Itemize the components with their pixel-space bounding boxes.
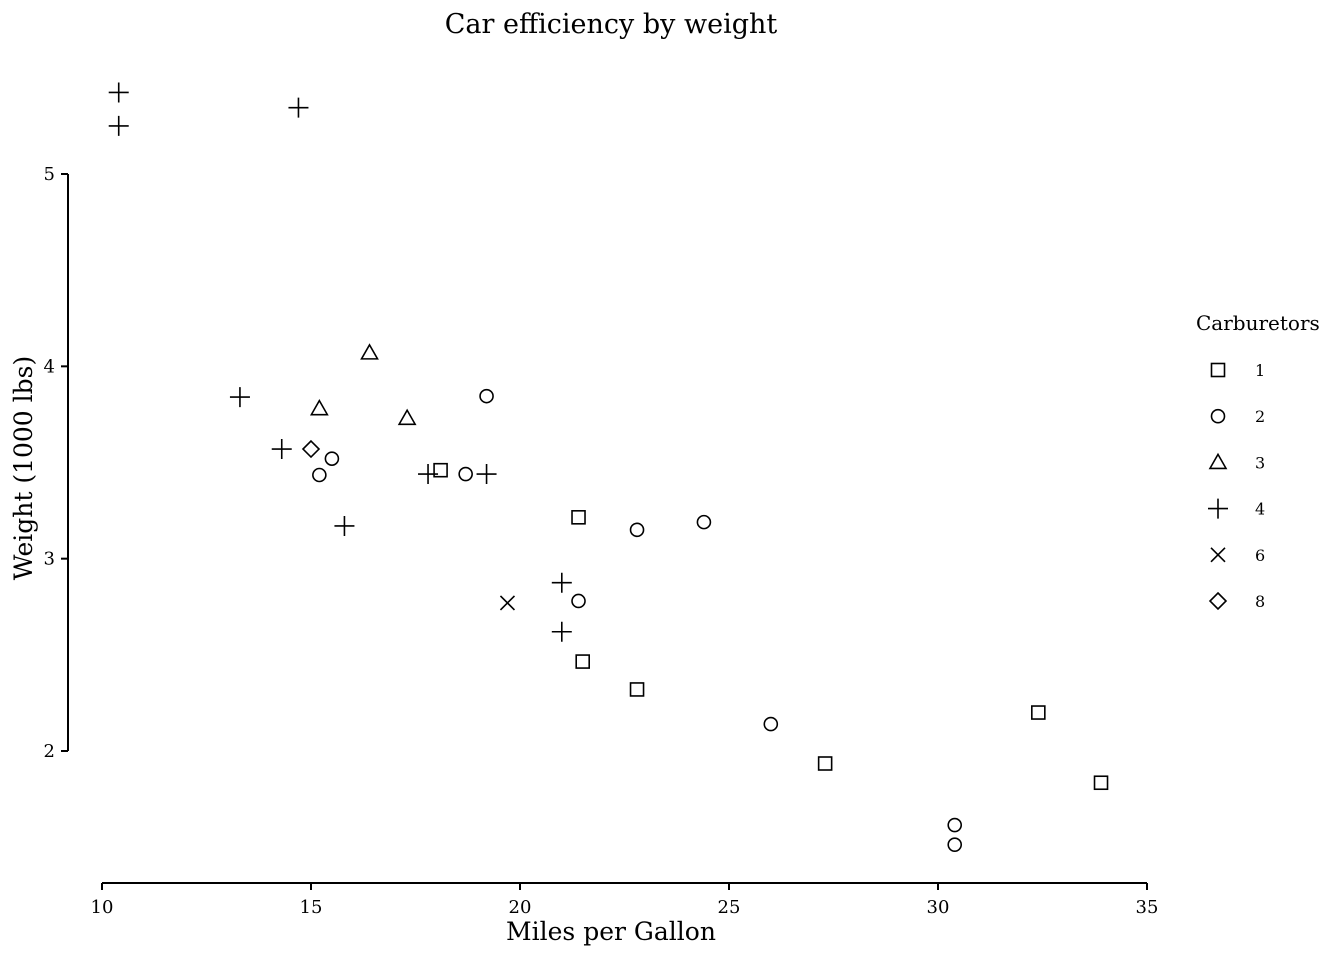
data-point xyxy=(360,343,379,360)
legend-cross-icon xyxy=(1210,547,1226,563)
data-point xyxy=(571,510,586,525)
data-point xyxy=(696,514,712,530)
legend-entries: 1 2 3 4 6 8 xyxy=(1208,361,1265,611)
axes: 10 15 20 25 30 35 2 3 4 5 xyxy=(44,164,1159,918)
x-tick-label: 20 xyxy=(509,897,532,918)
x-tick-label: 30 xyxy=(927,897,950,918)
legend: Carburetors 1 2 3 4 6 8 xyxy=(1196,311,1320,611)
x-tick-label: 15 xyxy=(300,897,323,918)
data-point xyxy=(476,464,497,485)
data-point xyxy=(397,408,417,426)
data-point xyxy=(271,439,292,460)
legend-diamond-icon xyxy=(1208,591,1228,611)
x-axis-label: Miles per Gallon xyxy=(506,917,716,946)
data-point xyxy=(1093,775,1109,791)
legend-square-icon xyxy=(1210,362,1226,378)
legend-label: 3 xyxy=(1255,453,1265,472)
data-point xyxy=(309,399,329,416)
data-point xyxy=(551,621,572,642)
data-point xyxy=(629,682,645,697)
data-point xyxy=(108,115,129,136)
data-point xyxy=(575,654,591,669)
data-point xyxy=(418,464,439,485)
data-points xyxy=(108,82,1109,852)
legend-label: 4 xyxy=(1255,500,1265,519)
x-tick-label: 35 xyxy=(1136,897,1159,918)
data-point xyxy=(817,756,833,771)
y-tick-label: 5 xyxy=(44,164,55,185)
data-point xyxy=(229,387,250,408)
data-point xyxy=(301,439,321,459)
y-ticks: 2 3 4 5 xyxy=(44,164,68,762)
y-axis-label: Weight (1000 lbs) xyxy=(9,356,38,580)
data-point xyxy=(324,451,340,466)
legend-triangle-icon xyxy=(1208,452,1228,470)
data-point xyxy=(334,515,355,536)
data-point xyxy=(433,462,448,478)
legend-label: 6 xyxy=(1255,546,1265,565)
legend-label: 2 xyxy=(1255,407,1265,426)
data-point xyxy=(551,572,572,593)
data-point xyxy=(288,97,309,118)
data-point xyxy=(499,595,516,611)
x-tick-label: 10 xyxy=(91,897,114,918)
data-point xyxy=(763,716,779,732)
data-point xyxy=(458,466,473,482)
data-point xyxy=(108,82,129,103)
y-tick-label: 2 xyxy=(44,741,55,762)
x-tick-label: 25 xyxy=(718,897,741,918)
data-point xyxy=(479,388,494,404)
data-point xyxy=(947,837,963,852)
data-point xyxy=(947,817,963,833)
legend-label: 8 xyxy=(1255,592,1265,611)
x-ticks: 10 15 20 25 30 35 xyxy=(91,883,1159,918)
y-tick-label: 4 xyxy=(44,356,55,377)
chart-title: Car efficiency by weight xyxy=(445,9,778,40)
data-point xyxy=(312,467,327,483)
data-point xyxy=(571,593,586,609)
data-point xyxy=(1031,705,1046,720)
legend-title: Carburetors xyxy=(1196,311,1320,335)
y-tick-label: 3 xyxy=(44,549,55,570)
legend-plus-icon xyxy=(1208,498,1228,519)
legend-label: 1 xyxy=(1255,361,1265,380)
legend-circle-icon xyxy=(1210,408,1226,424)
data-point xyxy=(629,522,645,538)
